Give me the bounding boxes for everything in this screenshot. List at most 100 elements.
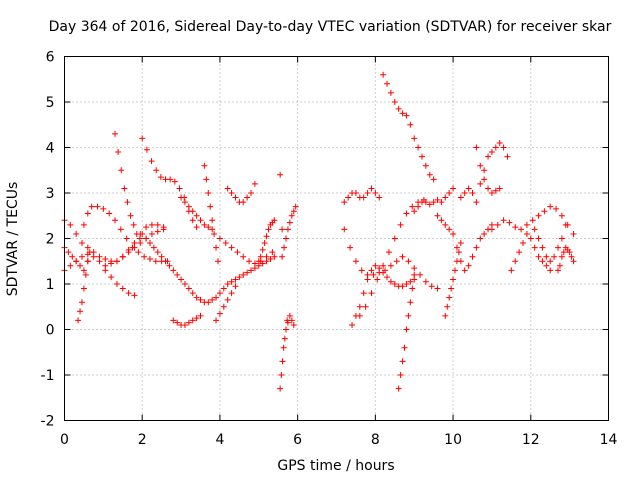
data-point (236, 274, 243, 281)
data-point (376, 194, 383, 201)
data-point (551, 253, 558, 260)
data-point (205, 224, 212, 231)
series-sat-q (277, 317, 291, 392)
data-point (178, 194, 185, 201)
data-point (539, 244, 546, 251)
data-point (139, 135, 146, 142)
data-point (488, 190, 495, 196)
data-point (263, 233, 270, 240)
data-point (113, 258, 120, 265)
data-point (157, 174, 164, 181)
data-point (457, 194, 464, 201)
series-sat-m (224, 180, 258, 206)
data-point (224, 296, 231, 303)
series-sat-g (112, 130, 143, 242)
data-point (118, 167, 125, 174)
data-point (211, 230, 218, 237)
data-point (384, 80, 391, 87)
data-point (520, 240, 527, 247)
data-point (279, 226, 286, 233)
data-point (554, 267, 561, 274)
data-point (465, 185, 472, 192)
data-point (232, 194, 239, 201)
series-sat-r (279, 203, 299, 260)
data-point (494, 221, 501, 228)
x-tick-label: 4 (215, 432, 224, 448)
x-axis-label: GPS time / hours (277, 458, 394, 474)
data-point (430, 199, 437, 206)
data-point (181, 281, 188, 287)
data-point (197, 296, 204, 303)
data-point (78, 240, 85, 247)
series-sat-af (488, 203, 577, 237)
data-point (148, 158, 155, 165)
data-point (461, 267, 468, 274)
data-point (452, 267, 459, 274)
data-point (102, 255, 109, 262)
data-points (61, 71, 577, 392)
data-point (143, 235, 150, 242)
data-point (139, 230, 146, 237)
series-sat-b (61, 251, 138, 299)
data-point (568, 253, 575, 260)
data-point (387, 262, 394, 269)
series-sat-ag (508, 230, 554, 274)
data-point (387, 278, 394, 285)
data-point (224, 185, 231, 192)
data-point (213, 244, 220, 251)
data-point (453, 244, 460, 251)
data-point (500, 217, 507, 224)
series-sat-e (80, 203, 171, 265)
data-point (446, 190, 453, 196)
data-point (360, 290, 367, 297)
data-point (240, 253, 247, 260)
data-point (562, 221, 569, 228)
data-point (399, 110, 406, 117)
data-point (535, 253, 542, 260)
x-tick-label: 0 (60, 432, 69, 448)
data-point (246, 258, 253, 265)
data-point (364, 190, 371, 196)
data-point (117, 226, 124, 233)
data-point (411, 135, 418, 142)
data-point (290, 208, 297, 215)
data-point (261, 240, 268, 247)
data-point (356, 303, 363, 310)
y-tick-label: -2 (41, 414, 55, 430)
data-point (292, 203, 299, 210)
data-point (481, 167, 488, 174)
data-point (407, 121, 414, 128)
data-point (288, 212, 295, 219)
data-point (368, 267, 375, 274)
data-point (284, 319, 291, 326)
data-point (209, 217, 216, 224)
data-point (566, 249, 573, 256)
data-point (148, 230, 155, 237)
data-point (434, 285, 441, 292)
series-sat-d (75, 249, 93, 324)
data-point (112, 217, 119, 224)
series-sat-ae (473, 144, 503, 196)
data-point (154, 221, 161, 228)
data-point (213, 317, 220, 324)
data-point (370, 271, 377, 278)
data-point (554, 244, 561, 251)
data-point (220, 303, 227, 310)
data-point (259, 246, 266, 253)
data-point (553, 205, 560, 212)
series-sat-v (341, 226, 441, 292)
data-point (407, 299, 414, 306)
data-point (171, 178, 178, 185)
data-point (376, 265, 383, 272)
data-point (207, 203, 214, 210)
data-point (166, 262, 173, 269)
data-point (193, 212, 200, 219)
data-point (232, 276, 239, 283)
data-point (80, 285, 87, 292)
data-point (119, 253, 126, 260)
data-point (465, 262, 472, 269)
data-point (442, 194, 449, 201)
data-point (174, 271, 181, 278)
